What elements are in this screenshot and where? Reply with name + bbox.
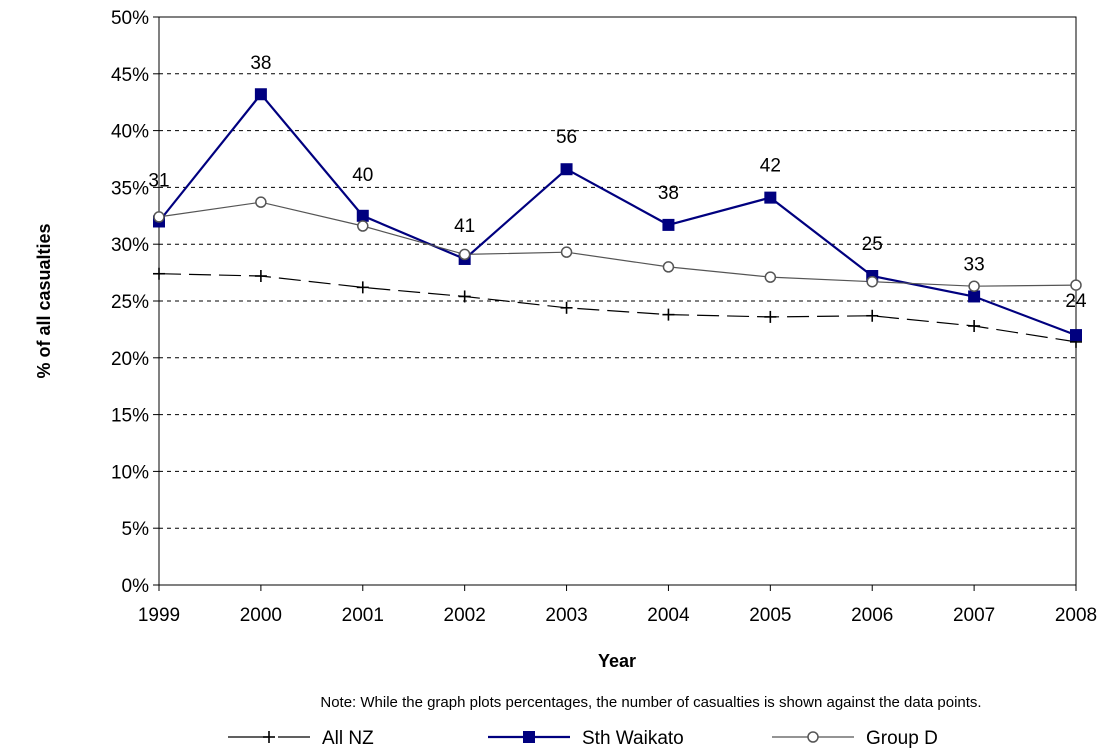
gridlines xyxy=(159,73,1076,529)
y-tick-label: 20% xyxy=(111,349,149,370)
y-tick-label: 40% xyxy=(111,122,149,143)
x-tick-label: 1999 xyxy=(138,605,180,626)
point-group-d xyxy=(1070,279,1082,291)
data-label: 33 xyxy=(964,254,985,275)
legend-label: Group D xyxy=(866,728,938,749)
x-tick-label: 2006 xyxy=(851,605,893,626)
y-tick-label: 5% xyxy=(122,519,150,540)
y-tick-label: 50% xyxy=(111,8,149,29)
data-label: 31 xyxy=(148,170,169,191)
series-lines xyxy=(158,92,1077,343)
data-label: 56 xyxy=(556,127,577,148)
legend-label: Sth Waikato xyxy=(582,728,684,749)
point-all-nz xyxy=(560,301,573,314)
chart-note: Note: While the graph plots percentages,… xyxy=(320,694,981,711)
x-tick-label: 2005 xyxy=(749,605,791,626)
point-all-nz xyxy=(866,309,879,322)
point-group-d xyxy=(560,246,573,258)
legend-marker xyxy=(807,731,819,743)
data-label: 41 xyxy=(454,216,475,237)
legend-marker xyxy=(523,731,535,743)
y-tick-label: 15% xyxy=(111,406,149,427)
point-sth-waikato xyxy=(968,290,981,303)
series-line-group-d xyxy=(158,201,1077,287)
x-tick-label: 2004 xyxy=(647,605,690,626)
point-group-d xyxy=(764,271,777,283)
data-label: 38 xyxy=(250,53,271,74)
point-all-nz xyxy=(764,310,777,323)
point-group-d xyxy=(255,196,267,208)
point-all-nz xyxy=(153,267,165,280)
x-tick-label: 2000 xyxy=(240,605,282,626)
y-tick-label: 0% xyxy=(122,576,150,597)
point-sth-waikato xyxy=(356,209,369,222)
point-sth-waikato xyxy=(662,218,675,231)
point-sth-waikato xyxy=(254,88,267,101)
point-group-d xyxy=(153,211,165,223)
x-tick-label: 2002 xyxy=(444,605,486,626)
point-group-d xyxy=(662,261,675,273)
point-group-d xyxy=(866,275,878,288)
data-label: 24 xyxy=(1065,291,1087,312)
x-tick-label: 2008 xyxy=(1055,605,1097,626)
series-line-sth-waikato xyxy=(158,92,1077,337)
point-all-nz xyxy=(662,308,675,321)
point-all-nz xyxy=(458,290,471,303)
data-label: 40 xyxy=(352,165,373,186)
point-all-nz xyxy=(356,281,369,294)
y-tick-label: 10% xyxy=(111,462,149,483)
y-tick-label: 25% xyxy=(111,292,149,313)
point-group-d xyxy=(458,248,471,261)
point-sth-waikato xyxy=(764,191,777,204)
series-markers xyxy=(153,88,1082,348)
point-group-d xyxy=(357,220,369,232)
legend-item-all-nz: All NZ xyxy=(228,728,374,749)
data-labels: 31 38 40 41 56 38 42 25 33 24 xyxy=(148,53,1087,312)
y-tick-label: 45% xyxy=(111,65,149,86)
data-label: 25 xyxy=(862,234,883,255)
y-tick-label: 35% xyxy=(111,178,149,199)
point-sth-waikato xyxy=(560,163,573,176)
x-axis-title: Year xyxy=(598,651,636,671)
x-axis-ticks: 1999 2000 2001 2002 2003 2004 2005 2006 2007 2008 xyxy=(138,585,1097,626)
x-tick-label: 2003 xyxy=(545,605,587,626)
point-sth-waikato xyxy=(1070,329,1082,342)
x-tick-label: 2007 xyxy=(953,605,995,626)
point-all-nz xyxy=(968,319,981,332)
y-axis-title: % of all casualties xyxy=(34,223,54,378)
y-tick-label: 30% xyxy=(111,235,149,256)
series-line-all-nz xyxy=(158,273,1077,343)
point-all-nz xyxy=(254,270,267,283)
data-label: 38 xyxy=(658,183,679,204)
legend: All NZ Sth Waikato Group D xyxy=(228,728,938,749)
point-group-d xyxy=(968,280,980,292)
legend-marker xyxy=(263,731,275,743)
legend-label: All NZ xyxy=(322,728,374,749)
data-label: 42 xyxy=(760,156,781,177)
legend-item-group-d: Group D xyxy=(772,728,938,749)
legend-item-sth-waikato: Sth Waikato xyxy=(488,728,684,749)
y-axis-ticks: 0% 5% 10% 15% 20% 25% 30% 35% 40% 45% 50% xyxy=(111,8,159,597)
x-tick-label: 2001 xyxy=(342,605,384,626)
